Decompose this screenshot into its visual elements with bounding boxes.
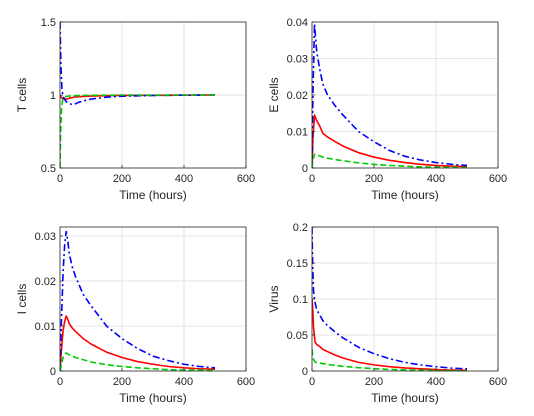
x-tick-label: 600	[489, 173, 507, 185]
y-tick-label: 0.02	[35, 276, 56, 288]
plot-area	[60, 227, 246, 371]
chart-panel-4: 0 200 400 600 0 0.05 0.1 0.15 0.2 Time (hours) Vir…	[267, 222, 507, 405]
x-tick-label: 600	[237, 173, 255, 185]
series-line-3	[60, 352, 216, 372]
series-line-3	[60, 94, 215, 169]
axes-box	[59, 226, 247, 372]
x-tick-label: 200	[365, 376, 383, 388]
y-axis-label: Virus	[267, 285, 281, 312]
y-tick-label: 0.02	[287, 90, 308, 102]
y-tick-label: 0.2	[293, 222, 308, 234]
y-tick-label: 0.15	[287, 258, 308, 270]
x-tick-label: 0	[309, 376, 315, 388]
x-tick-label: 0	[309, 173, 315, 185]
series-line-1	[312, 114, 468, 169]
y-tick-label: 0	[50, 366, 56, 378]
x-axis-label: Time (hours)	[119, 391, 187, 405]
series-line-2	[312, 23, 468, 169]
x-axis-label: Time (hours)	[371, 188, 439, 202]
series-line-1	[60, 315, 216, 372]
x-tick-label: 400	[175, 173, 193, 185]
y-tick-label: 1.5	[41, 17, 56, 29]
y-tick-label: 0	[302, 366, 308, 378]
y-axis-label: T cells	[15, 78, 29, 112]
x-tick-label: 200	[113, 173, 131, 185]
x-tick-label: 0	[57, 173, 63, 185]
x-tick-label: 200	[365, 173, 383, 185]
x-tick-label: 0	[57, 376, 63, 388]
x-tick-label: 200	[113, 376, 131, 388]
y-tick-label: 0.01	[35, 321, 56, 333]
series-line-1	[312, 298, 468, 372]
y-tick-label: 0.5	[41, 163, 56, 175]
y-axis-label: I cells	[15, 284, 29, 315]
x-axis-label: Time (hours)	[119, 188, 187, 202]
chart-panel-1: 0 200 400 600 0.5 1 1.5 Time (hours) T cells	[15, 17, 255, 202]
y-tick-label: 0.03	[35, 231, 56, 243]
series-line-3	[312, 349, 468, 372]
y-tick-label: 0	[302, 163, 308, 175]
y-tick-label: 0.03	[287, 54, 308, 66]
x-tick-label: 600	[489, 376, 507, 388]
x-tick-label: 400	[175, 376, 193, 388]
series-line-2	[60, 230, 216, 372]
x-tick-label: 600	[237, 376, 255, 388]
x-axis-label: Time (hours)	[371, 391, 439, 405]
y-tick-label: 0.04	[287, 17, 308, 29]
y-tick-label: 0.05	[287, 330, 308, 342]
y-tick-label: 0.01	[287, 127, 308, 139]
series-line-2	[60, 21, 216, 106]
y-axis-label: E cells	[267, 77, 281, 112]
x-tick-label: 400	[427, 376, 445, 388]
chart-panel-3: 0 200 400 600 0 0.01 0.02 0.03 Time (hours) I cel…	[15, 226, 255, 405]
series-line-3	[312, 153, 468, 169]
y-tick-label: 1	[50, 90, 56, 102]
y-tick-label: 0.1	[293, 294, 308, 306]
x-tick-label: 400	[427, 173, 445, 185]
chart-panel-2: 0 200 400 600 0 0.01 0.02 0.03 0.04 Time (hours) E…	[267, 17, 507, 202]
